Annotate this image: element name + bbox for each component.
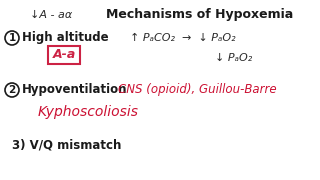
Text: 1: 1 (8, 33, 16, 43)
Text: Mechanisms of Hypoxemia: Mechanisms of Hypoxemia (106, 8, 294, 21)
Text: Kyphoscoliosis: Kyphoscoliosis (38, 105, 139, 119)
Text: CNS (opioid), Guillou-Barre: CNS (opioid), Guillou-Barre (118, 84, 276, 96)
Text: ↓ PₐO₂: ↓ PₐO₂ (215, 53, 252, 63)
Bar (48, 46, 80, 64)
Text: ↓A - aα: ↓A - aα (30, 10, 72, 20)
Text: ↑ PₐCO₂  →  ↓ PₐO₂: ↑ PₐCO₂ → ↓ PₐO₂ (130, 33, 236, 43)
Text: Hypoventilation: Hypoventilation (22, 84, 127, 96)
Text: 3) V/Q mismatch: 3) V/Q mismatch (12, 138, 121, 152)
Text: A-a: A-a (52, 48, 76, 62)
Text: High altitude: High altitude (22, 31, 108, 44)
Text: 2: 2 (8, 85, 16, 95)
